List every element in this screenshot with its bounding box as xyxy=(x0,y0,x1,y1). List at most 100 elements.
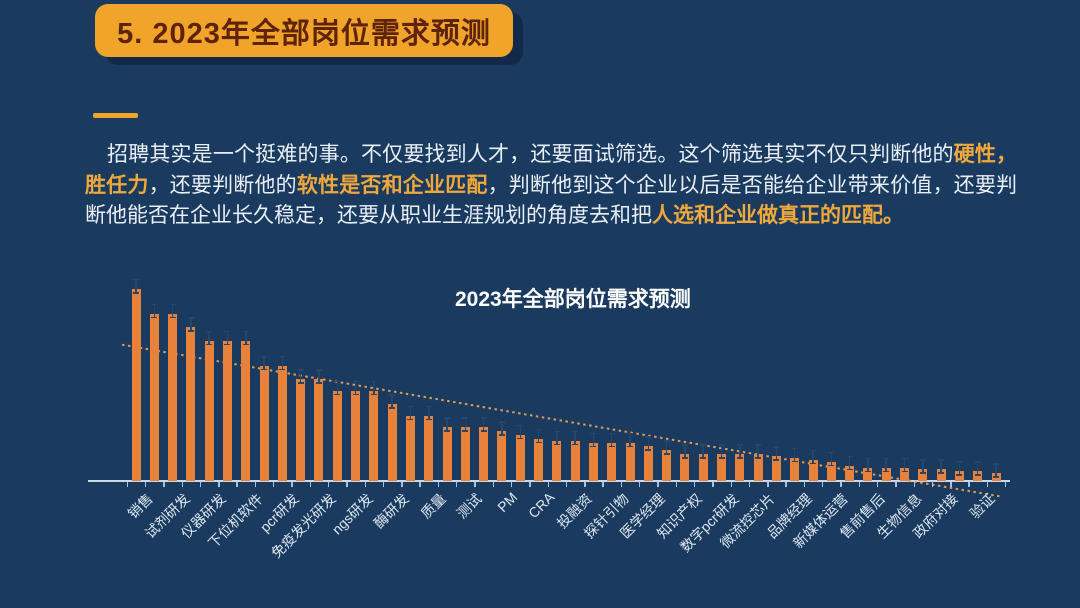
error-bar-cap xyxy=(444,417,451,419)
error-bar-cap xyxy=(919,459,926,461)
bar xyxy=(479,427,489,481)
error-bar-lower-cap xyxy=(627,445,634,448)
bar xyxy=(588,442,598,481)
error-bar-whisker xyxy=(647,437,650,451)
error-bar-lower-cap xyxy=(389,407,396,409)
bar xyxy=(186,327,196,481)
bar xyxy=(296,379,306,481)
axis-tick xyxy=(529,481,531,487)
error-bar-whisker xyxy=(336,382,339,395)
error-bar-lower-cap xyxy=(883,470,890,473)
error-bar-whisker xyxy=(391,395,393,409)
error-bar-whisker xyxy=(922,460,924,474)
axis-tick xyxy=(163,481,165,487)
error-bar-whisker xyxy=(793,449,796,462)
error-bar-whisker xyxy=(208,332,210,345)
axis-tick xyxy=(382,481,385,487)
bar xyxy=(662,450,672,481)
x-axis-label: PM xyxy=(494,489,521,516)
error-bar-whisker xyxy=(281,357,284,370)
error-bar-whisker xyxy=(556,432,558,445)
error-bar-whisker xyxy=(757,445,759,459)
error-bar-lower-cap xyxy=(755,457,762,459)
error-bar-lower-cap xyxy=(828,464,835,467)
error-bar-lower-cap xyxy=(974,474,981,476)
error-bar-cap xyxy=(590,432,597,435)
axis-tick xyxy=(767,481,769,487)
error-bar-lower-cap xyxy=(517,437,524,440)
error-bar-whisker xyxy=(519,426,521,439)
axis-tick xyxy=(657,481,659,487)
axis-tick xyxy=(510,481,513,487)
error-bar-whisker xyxy=(446,418,448,432)
bar xyxy=(808,459,818,481)
error-bar-whisker xyxy=(135,280,137,293)
error-bar-cap xyxy=(370,380,377,383)
error-bar-cap xyxy=(572,430,579,433)
axis-tick xyxy=(822,481,824,487)
error-bar-cap xyxy=(791,447,798,450)
bar xyxy=(698,454,708,481)
error-bar-lower-cap xyxy=(993,476,999,478)
slide-title-banner: 5. 2023年全部岗位需求预测 xyxy=(95,4,513,57)
error-bar-lower-cap xyxy=(462,430,469,432)
error-bar-lower-cap xyxy=(444,430,451,432)
error-bar-cap xyxy=(261,355,268,358)
bar xyxy=(717,454,727,481)
error-bar-whisker xyxy=(976,462,979,476)
x-axis-label: 酶研发 xyxy=(370,490,412,532)
error-bar-lower-cap xyxy=(681,457,688,459)
error-bar-cap xyxy=(864,457,871,460)
error-bar-lower-cap xyxy=(370,393,377,396)
axis-tick xyxy=(437,481,440,487)
axis-tick xyxy=(712,481,714,487)
error-bar-cap xyxy=(151,303,158,306)
error-bar-cap xyxy=(224,330,231,333)
axis-tick xyxy=(840,481,842,487)
axis-tick xyxy=(895,481,897,487)
bar xyxy=(460,427,470,481)
bar xyxy=(241,340,251,481)
error-bar-cap xyxy=(938,459,945,461)
axis-tick xyxy=(876,481,879,487)
bar xyxy=(607,442,617,481)
bar xyxy=(973,471,983,481)
axis-tick xyxy=(675,481,678,487)
error-bar-lower-cap xyxy=(810,462,817,465)
error-bar-lower-cap xyxy=(224,343,231,346)
bar xyxy=(369,390,379,481)
error-bar-whisker xyxy=(428,407,430,420)
error-bar-lower-cap xyxy=(206,343,213,346)
axis-tick xyxy=(236,481,238,487)
axis-tick xyxy=(803,481,806,487)
error-bar-lower-cap xyxy=(535,441,542,444)
error-bar-cap xyxy=(718,444,725,446)
error-bar-cap xyxy=(279,355,286,358)
error-bar-whisker xyxy=(373,382,375,395)
bar xyxy=(826,461,836,481)
error-bar-lower-cap xyxy=(645,449,652,451)
error-bar-lower-cap xyxy=(663,453,670,455)
bar xyxy=(387,404,397,481)
axis-tick xyxy=(419,481,421,487)
error-bar-lower-cap xyxy=(498,434,505,436)
error-bar-lower-cap xyxy=(846,468,853,471)
x-axis-label: 验证 xyxy=(966,490,998,522)
bar xyxy=(790,457,800,481)
error-bar-cap xyxy=(773,446,780,448)
error-bar-cap xyxy=(187,317,194,319)
bar xyxy=(845,465,855,481)
error-bar-whisker xyxy=(830,453,833,466)
axis-tick xyxy=(602,481,604,487)
axis-tick xyxy=(144,481,147,487)
error-bar-lower-cap xyxy=(736,457,743,459)
error-bar-cap xyxy=(681,444,688,446)
error-bar-lower-cap xyxy=(187,330,194,332)
bar xyxy=(222,340,232,481)
highlight-text: 软性是否和企业匹配 xyxy=(296,173,488,197)
axis-tick xyxy=(858,481,860,487)
bar xyxy=(515,434,525,481)
error-bar-whisker xyxy=(775,447,778,461)
axis-tick xyxy=(639,481,641,487)
